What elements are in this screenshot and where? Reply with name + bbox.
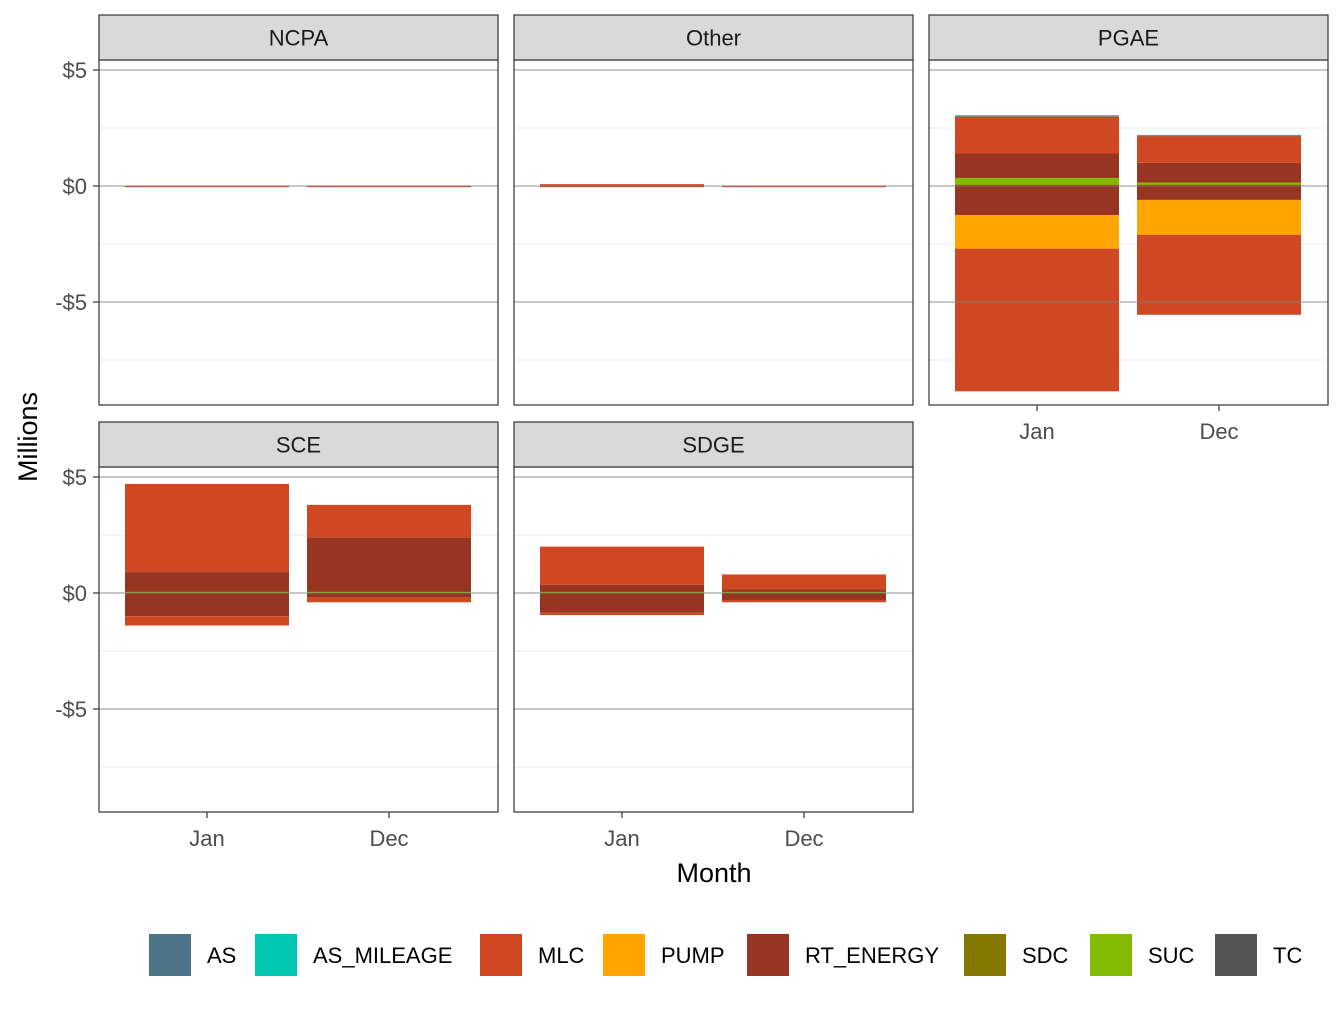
x-tick-label: Dec (369, 826, 408, 851)
legend-label: AS (207, 943, 236, 968)
legend-swatch-pump (603, 934, 645, 976)
bar-pgae-rt-energy-dec (1137, 186, 1301, 200)
legend-swatch-rt-energy (747, 934, 789, 976)
facet-strip-label: SCE (276, 433, 321, 458)
x-tick-label: Jan (604, 826, 639, 851)
bar-sce-rt-energy-dec (307, 593, 471, 598)
bar-sdge-rt-energy-dec (722, 593, 886, 600)
bar-sce-suc-jan (125, 591, 289, 594)
bar-sdge-mlc-jan (540, 546, 704, 585)
bar-sce-mlc-dec (307, 597, 471, 603)
y-tick-label: $0 (63, 581, 87, 606)
bar-other-mlc-jan (540, 186, 704, 188)
bar-pgae-suc-jan (955, 177, 1119, 185)
facet-strip-sce (98, 421, 499, 468)
bar-sdge-rt-energy-jan (540, 593, 704, 613)
x-tick-label: Dec (784, 826, 823, 851)
legend-swatch-tc (1215, 934, 1257, 976)
bar-sce-mlc-jan (125, 483, 289, 573)
bar-pgae-pump-jan (955, 215, 1119, 249)
y-tick-label: $5 (63, 465, 87, 490)
facet-strip-label: PGAE (1098, 26, 1159, 51)
bar-pgae-rt-energy-jan (955, 186, 1119, 215)
bar-sdge-suc-jan (540, 591, 704, 594)
facet-strip-sdge (513, 421, 914, 468)
x-tick-label: Jan (189, 826, 224, 851)
panel-background-other (514, 60, 913, 405)
panel-background-sdge (514, 467, 913, 812)
legend-label: TC (1273, 943, 1302, 968)
legend-label: RT_ENERGY (805, 943, 939, 968)
bar-sce-mlc-jan (125, 616, 289, 626)
bar-pgae-mlc-dec (1137, 234, 1301, 315)
bar-sdge-mlc-dec (722, 599, 886, 603)
bar-ncpa-mlc-dec (307, 186, 471, 188)
y-tick-label: $0 (63, 174, 87, 199)
bar-sdge-mlc-dec (722, 574, 886, 590)
y-tick-label: -$5 (55, 290, 87, 315)
legend-swatch-as-mileage (255, 934, 297, 976)
bar-sce-suc-dec (307, 591, 471, 594)
bar-pgae-mlc-jan (955, 116, 1119, 154)
bar-sdge-rt-energy-dec (722, 589, 886, 593)
y-tick-label: $5 (63, 58, 87, 83)
x-tick-label: Jan (1019, 419, 1054, 444)
legend-label: SDC (1022, 943, 1069, 968)
bar-sce-rt-energy-dec (307, 537, 471, 593)
x-tick-label: Dec (1199, 419, 1238, 444)
legend-label: SUC (1148, 943, 1195, 968)
bar-sce-rt-energy-jan (125, 593, 289, 617)
bar-pgae-suc-dec (1137, 182, 1301, 185)
legend-label: AS_MILEAGE (313, 943, 452, 968)
legend-label: PUMP (661, 943, 725, 968)
facet-strip-other (513, 14, 914, 61)
bar-pgae-as-mileage-dec (1137, 134, 1301, 137)
legend-swatch-mlc (480, 934, 522, 976)
bar-pgae-as-mileage-jan (955, 115, 1119, 117)
facet-strip-label: NCPA (269, 26, 329, 51)
bar-sce-rt-energy-jan (125, 572, 289, 593)
legend-swatch-as (149, 934, 191, 976)
legend-swatch-suc (1090, 934, 1132, 976)
bar-sdge-rt-energy-jan (540, 584, 704, 593)
bar-sdge-suc-dec (722, 591, 886, 594)
x-axis-title: Month (676, 858, 751, 888)
facet-strip-label: SDGE (682, 433, 744, 458)
facet-strip-pgae (928, 14, 1329, 61)
facet-strip-ncpa (98, 14, 499, 61)
bar-other-mlc-dec (722, 186, 886, 188)
bar-pgae-pump-dec (1137, 199, 1301, 235)
legend-swatch-sdc (964, 934, 1006, 976)
facet-strip-label: Other (686, 26, 741, 51)
panel-background-ncpa (99, 60, 498, 405)
bar-other-mlc-jan (540, 184, 704, 186)
bar-sce-mlc-dec (307, 504, 471, 538)
bar-ncpa-mlc-jan (125, 186, 289, 188)
bar-pgae-rt-energy-dec (1137, 162, 1301, 186)
y-tick-label: -$5 (55, 697, 87, 722)
bar-pgae-mlc-dec (1137, 134, 1301, 163)
legend-label: MLC (538, 943, 585, 968)
bar-pgae-mlc-jan (955, 248, 1119, 392)
y-axis-title: Millions (13, 392, 43, 482)
bar-sdge-mlc-jan (540, 612, 704, 616)
